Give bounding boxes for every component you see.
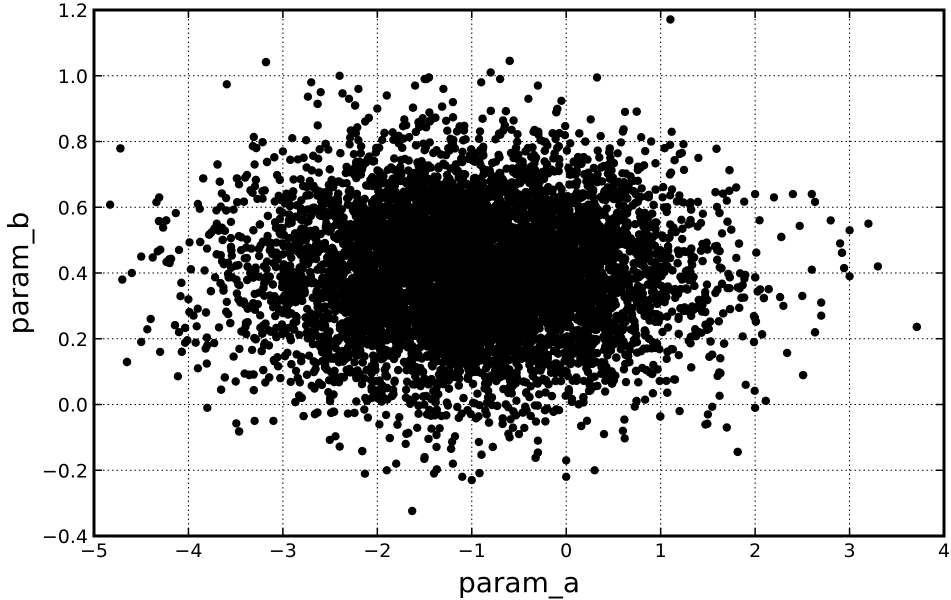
scatter-point <box>360 405 369 414</box>
scatter-point <box>404 156 413 165</box>
scatter-point <box>717 229 727 238</box>
scatter-point <box>662 354 671 364</box>
scatter-point <box>425 138 434 147</box>
scatter-point <box>258 194 267 203</box>
scatter-point <box>839 263 849 273</box>
scatter-point <box>674 351 683 360</box>
scatter-point <box>775 292 785 302</box>
scatter-point <box>738 332 747 341</box>
scatter-point <box>641 146 650 156</box>
scatter-point <box>200 266 209 275</box>
scatter-points <box>105 15 921 516</box>
scatter-point <box>619 365 629 374</box>
scatter-point <box>158 223 168 232</box>
scatter-point <box>193 304 202 313</box>
scatter-point <box>202 359 211 368</box>
scatter-point <box>541 388 550 397</box>
scatter-point <box>401 393 411 402</box>
scatter-point <box>173 372 183 381</box>
scatter-point <box>435 424 444 433</box>
scatter-point <box>301 136 311 145</box>
scatter-point <box>397 155 406 165</box>
scatter-point <box>214 323 224 332</box>
scatter-point <box>232 419 241 428</box>
scatter-point <box>443 126 452 135</box>
scatter-point <box>235 344 244 354</box>
scatter-point <box>345 140 354 149</box>
scatter-point <box>425 108 434 117</box>
scatter-point <box>579 376 588 386</box>
scatter-point <box>659 182 668 192</box>
scatter-point <box>408 506 417 516</box>
scatter-point <box>696 218 706 228</box>
scatter-point <box>637 184 646 193</box>
scatter-point <box>453 402 462 412</box>
scatter-point <box>715 391 724 400</box>
scatter-point <box>621 377 631 387</box>
scatter-point <box>795 221 804 231</box>
scatter-point <box>481 406 490 415</box>
scatter-point <box>360 469 370 478</box>
scatter-point <box>520 423 529 433</box>
scatter-point <box>413 423 422 432</box>
scatter-point <box>256 311 265 320</box>
scatter-point <box>698 209 708 218</box>
scatter-point <box>475 127 485 136</box>
scatter-point <box>229 205 238 214</box>
scatter-point <box>304 351 314 360</box>
scatter-point <box>475 401 484 410</box>
scatter-point <box>740 197 749 206</box>
scatter-point <box>390 154 399 163</box>
scatter-point <box>637 133 646 142</box>
scatter-point <box>335 442 344 451</box>
scatter-point <box>427 424 436 433</box>
scatter-point <box>640 395 650 404</box>
scatter-point <box>191 338 200 347</box>
scatter-point <box>291 366 301 376</box>
scatter-point <box>388 128 397 137</box>
scatter-point <box>566 139 575 148</box>
scatter-point <box>313 121 322 130</box>
scatter-point <box>662 376 671 386</box>
scatter-point <box>702 280 712 289</box>
scatter-point <box>171 208 180 218</box>
scatter-point <box>582 416 592 425</box>
scatter-point <box>352 397 361 406</box>
scatter-point <box>289 175 298 184</box>
scatter-point <box>210 338 219 348</box>
scatter-point <box>202 244 212 253</box>
scatter-point <box>210 273 220 282</box>
scatter-point <box>401 385 411 394</box>
scatter-point <box>378 135 387 145</box>
scatter-point <box>679 165 689 175</box>
scatter-point <box>192 322 201 331</box>
scatter-point <box>557 96 566 106</box>
scatter-point <box>105 200 115 209</box>
scatter-point <box>303 205 312 214</box>
scatter-point <box>753 287 762 296</box>
scatter-point <box>586 115 595 124</box>
scatter-point <box>613 149 622 158</box>
scatter-point <box>592 73 602 82</box>
scatter-point <box>750 386 759 395</box>
scatter-point <box>474 134 484 144</box>
